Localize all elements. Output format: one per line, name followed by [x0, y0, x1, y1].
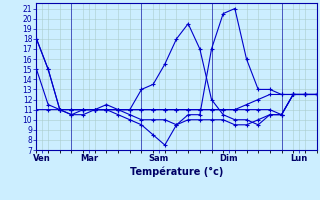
X-axis label: Température (°c): Température (°c) [130, 166, 223, 177]
